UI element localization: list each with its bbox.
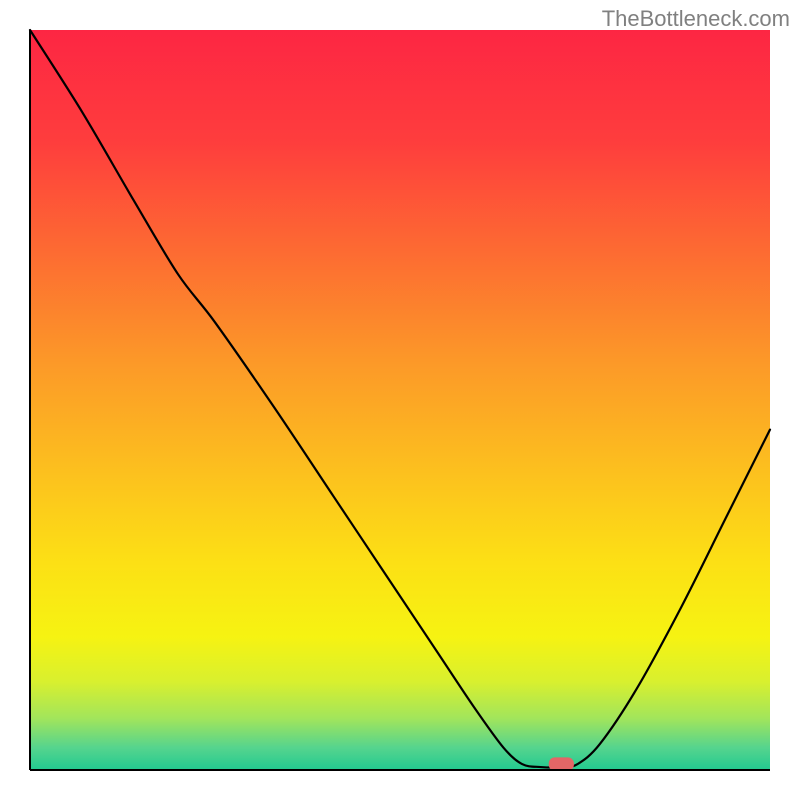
watermark-text: TheBottleneck.com: [602, 6, 790, 32]
plot-background: [30, 30, 770, 770]
optimal-point-marker: [549, 757, 574, 770]
bottleneck-chart: [0, 0, 800, 800]
